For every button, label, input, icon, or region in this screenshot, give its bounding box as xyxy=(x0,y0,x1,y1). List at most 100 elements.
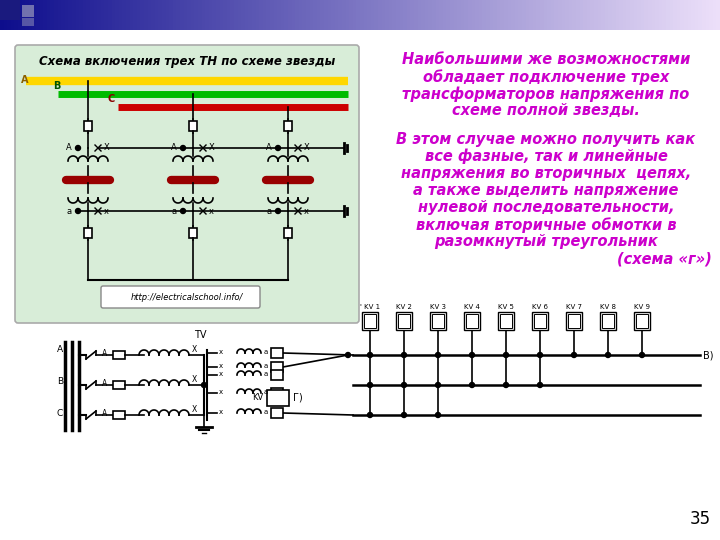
Text: A: A xyxy=(171,143,177,152)
Text: В этом случае можно получить как: В этом случае можно получить как xyxy=(397,132,696,147)
Bar xyxy=(364,314,376,328)
Bar xyxy=(608,0,612,30)
Circle shape xyxy=(606,353,611,357)
Bar xyxy=(472,0,475,30)
Circle shape xyxy=(181,208,186,213)
Bar xyxy=(270,0,274,30)
Bar xyxy=(54,0,58,30)
Bar xyxy=(392,0,396,30)
Bar xyxy=(389,0,392,30)
Bar xyxy=(29,0,32,30)
Bar xyxy=(187,0,191,30)
Bar xyxy=(500,314,512,328)
Bar xyxy=(601,0,605,30)
Bar xyxy=(83,0,86,30)
Bar xyxy=(532,312,548,330)
Bar xyxy=(223,0,227,30)
Text: включая вторичные обмотки в: включая вторичные обмотки в xyxy=(415,217,676,233)
Bar xyxy=(113,411,125,419)
Circle shape xyxy=(402,382,407,388)
Text: нулевой последовательности,: нулевой последовательности, xyxy=(418,200,674,215)
Text: 35: 35 xyxy=(690,510,711,528)
Bar xyxy=(133,0,137,30)
Bar xyxy=(331,0,335,30)
Bar xyxy=(310,0,313,30)
Bar xyxy=(587,0,590,30)
Text: трансформаторов напряжения по: трансформаторов напряжения по xyxy=(402,86,690,102)
Bar xyxy=(612,0,616,30)
Bar xyxy=(367,0,371,30)
Bar xyxy=(522,0,526,30)
Bar xyxy=(400,0,403,30)
Bar xyxy=(385,0,389,30)
Bar xyxy=(554,0,558,30)
Bar xyxy=(551,0,554,30)
Bar xyxy=(113,381,125,389)
Bar xyxy=(652,0,655,30)
Circle shape xyxy=(572,353,577,357)
Bar xyxy=(680,0,684,30)
Text: x: x xyxy=(104,207,109,217)
Bar xyxy=(0,0,4,30)
Bar xyxy=(263,0,266,30)
Bar xyxy=(479,0,482,30)
Bar xyxy=(508,0,511,30)
Bar xyxy=(4,0,7,30)
Circle shape xyxy=(367,382,372,388)
Bar xyxy=(378,0,382,30)
Bar xyxy=(670,0,673,30)
Bar xyxy=(511,0,515,30)
Bar xyxy=(457,0,461,30)
Bar xyxy=(659,0,662,30)
Bar xyxy=(189,121,197,131)
Text: X: X xyxy=(192,406,197,415)
Text: x: x xyxy=(219,363,223,369)
Bar xyxy=(108,0,112,30)
Bar xyxy=(122,0,126,30)
Bar xyxy=(281,0,284,30)
Bar xyxy=(403,0,407,30)
Bar xyxy=(113,351,125,359)
Bar xyxy=(194,0,198,30)
Bar xyxy=(0,0,20,20)
Bar xyxy=(166,0,169,30)
Text: x: x xyxy=(304,207,309,217)
Circle shape xyxy=(639,353,644,357)
Bar xyxy=(320,0,324,30)
Text: A: A xyxy=(21,75,29,85)
Bar xyxy=(547,0,551,30)
Bar xyxy=(227,0,230,30)
Bar xyxy=(396,312,412,330)
Bar xyxy=(299,0,302,30)
Bar xyxy=(709,0,713,30)
Text: A: A xyxy=(266,143,272,152)
Bar xyxy=(14,0,18,30)
Bar xyxy=(101,0,104,30)
Bar xyxy=(238,0,241,30)
Bar xyxy=(418,0,421,30)
Bar xyxy=(144,0,148,30)
Text: TV: TV xyxy=(194,330,206,340)
Bar xyxy=(569,0,572,30)
Text: KV 5: KV 5 xyxy=(498,304,514,310)
Text: KV 8: KV 8 xyxy=(600,304,616,310)
Bar xyxy=(641,0,644,30)
Bar xyxy=(306,0,310,30)
Bar xyxy=(655,0,659,30)
Bar xyxy=(230,0,234,30)
Bar xyxy=(216,0,220,30)
Bar xyxy=(540,0,544,30)
Bar xyxy=(432,314,444,328)
Bar xyxy=(421,0,425,30)
Text: x: x xyxy=(219,371,223,377)
Bar xyxy=(619,0,623,30)
Bar xyxy=(130,0,133,30)
Bar xyxy=(115,0,119,30)
Bar xyxy=(32,0,36,30)
Circle shape xyxy=(436,413,441,417)
Bar xyxy=(252,0,256,30)
Text: x: x xyxy=(219,389,223,395)
Circle shape xyxy=(367,413,372,417)
Bar xyxy=(86,0,90,30)
Bar xyxy=(691,0,695,30)
